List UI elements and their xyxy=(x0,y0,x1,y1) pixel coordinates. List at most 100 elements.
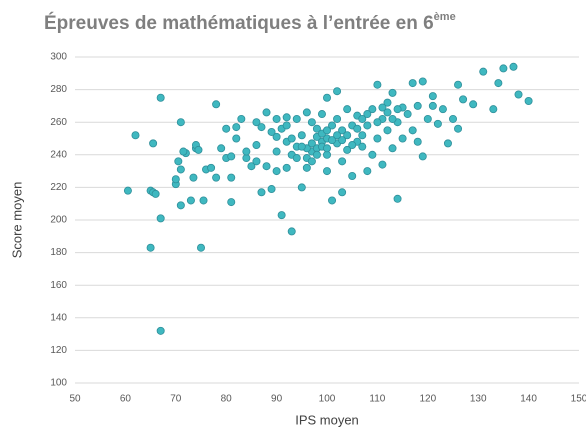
x-tick-label: 80 xyxy=(221,394,233,405)
point xyxy=(418,77,427,86)
point xyxy=(343,131,352,140)
point xyxy=(149,139,158,148)
point xyxy=(373,80,382,89)
point xyxy=(171,175,180,184)
point xyxy=(413,101,422,110)
point xyxy=(212,173,221,182)
point xyxy=(222,124,231,133)
point xyxy=(194,145,203,154)
x-tick-label: 100 xyxy=(319,394,336,405)
y-tick-label: 260 xyxy=(50,117,67,128)
point xyxy=(338,188,347,197)
point xyxy=(207,163,216,172)
point xyxy=(179,147,188,156)
point xyxy=(448,114,457,123)
point xyxy=(418,152,427,161)
point xyxy=(433,119,442,128)
point xyxy=(227,152,236,161)
point xyxy=(408,126,417,135)
point xyxy=(338,126,347,135)
point xyxy=(272,132,281,141)
y-axis-label: Score moyen xyxy=(9,182,24,259)
chart-title: Épreuves de mathématiques à l’entrée en … xyxy=(44,11,456,34)
point xyxy=(398,134,407,143)
point xyxy=(282,113,291,122)
point xyxy=(272,114,281,123)
point xyxy=(212,100,221,109)
point xyxy=(174,157,183,166)
x-axis-label: IPS moyen xyxy=(295,412,359,427)
point xyxy=(322,167,331,176)
point xyxy=(428,101,437,110)
x-tick-label: 60 xyxy=(120,394,132,405)
point xyxy=(292,114,301,123)
point xyxy=(348,171,357,180)
y-tick-label: 220 xyxy=(50,182,67,193)
point xyxy=(509,62,518,71)
point xyxy=(443,139,452,148)
point xyxy=(307,139,316,148)
point xyxy=(272,167,281,176)
point xyxy=(438,105,447,114)
point xyxy=(514,90,523,99)
point xyxy=(378,103,387,112)
point xyxy=(252,157,261,166)
point xyxy=(262,108,271,117)
point xyxy=(227,173,236,182)
y-tick-label: 120 xyxy=(50,345,67,356)
point xyxy=(454,80,463,89)
point xyxy=(267,185,276,194)
point xyxy=(338,136,347,145)
point xyxy=(322,144,331,153)
point xyxy=(363,110,372,119)
point xyxy=(307,118,316,127)
point xyxy=(328,121,337,130)
point xyxy=(333,131,342,140)
point xyxy=(383,98,392,107)
point xyxy=(282,121,291,130)
point xyxy=(217,144,226,153)
point xyxy=(287,134,296,143)
point xyxy=(459,95,468,104)
point xyxy=(232,134,241,143)
point xyxy=(277,211,286,220)
point xyxy=(186,196,195,205)
point xyxy=(297,183,306,192)
x-tick-label: 130 xyxy=(470,394,487,405)
point xyxy=(297,142,306,151)
point xyxy=(524,97,533,106)
point xyxy=(322,150,331,159)
y-tick-label: 240 xyxy=(50,149,67,160)
point xyxy=(489,105,498,114)
point xyxy=(146,243,155,252)
point xyxy=(363,167,372,176)
point xyxy=(196,243,205,252)
point xyxy=(257,123,266,132)
point xyxy=(383,108,392,117)
point xyxy=(312,150,321,159)
x-tick-label: 50 xyxy=(69,394,81,405)
point xyxy=(333,114,342,123)
point xyxy=(156,93,165,102)
point xyxy=(328,196,337,205)
x-tick-label: 140 xyxy=(520,394,537,405)
y-tick-label: 160 xyxy=(50,280,67,291)
point xyxy=(322,126,331,135)
point xyxy=(247,162,256,171)
point xyxy=(368,105,377,114)
point xyxy=(358,142,367,151)
x-tick-label: 70 xyxy=(170,394,182,405)
point xyxy=(328,136,337,145)
point xyxy=(257,188,266,197)
point xyxy=(227,198,236,207)
point xyxy=(454,124,463,133)
point xyxy=(322,93,331,102)
point xyxy=(131,131,140,140)
point xyxy=(469,100,478,109)
point xyxy=(383,126,392,135)
point xyxy=(373,134,382,143)
point xyxy=(297,131,306,140)
y-tick-label: 280 xyxy=(50,84,67,95)
point xyxy=(292,154,301,163)
